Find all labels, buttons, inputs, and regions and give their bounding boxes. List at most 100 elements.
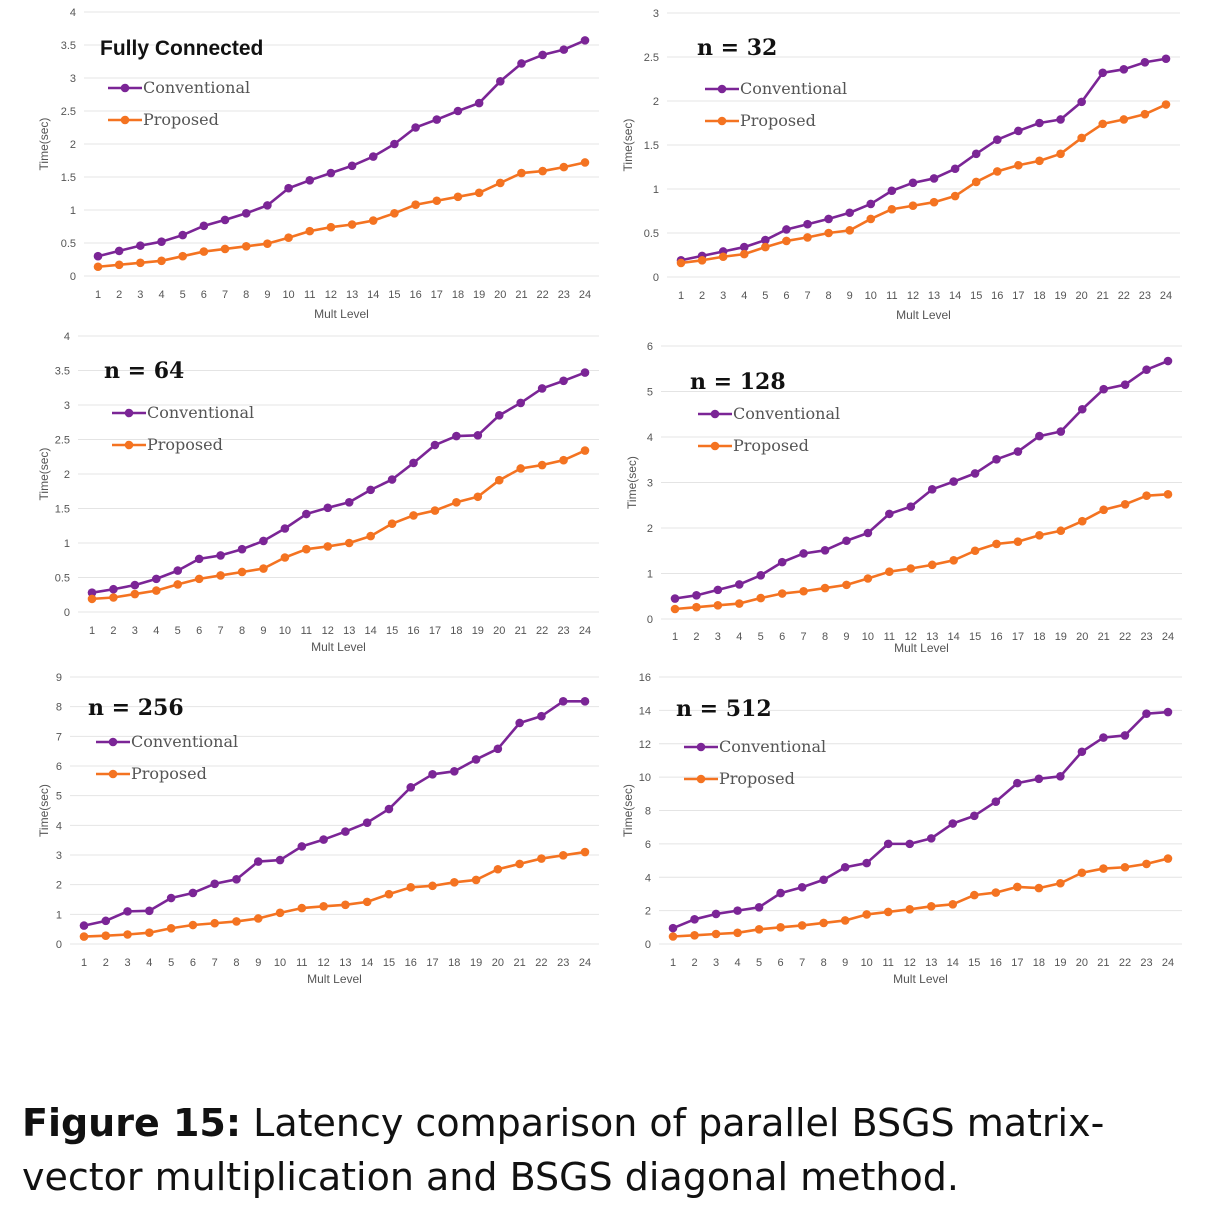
data-point <box>130 589 140 599</box>
y-tick-label: 1 <box>653 184 659 196</box>
data-point <box>537 711 546 721</box>
data-point <box>452 431 461 441</box>
data-point <box>558 850 568 860</box>
legend-label: Proposed <box>147 435 223 454</box>
x-tick-label: 2 <box>699 290 705 302</box>
data-point <box>516 464 525 473</box>
y-axis-title: Time(sec) <box>37 448 51 501</box>
data-point <box>1056 771 1065 781</box>
data-point <box>887 186 897 196</box>
x-tick-label: 15 <box>386 625 398 637</box>
data-point <box>1013 537 1023 546</box>
chart-title: Fully Connected <box>100 37 263 60</box>
data-point <box>428 881 437 891</box>
y-tick-label: 0.5 <box>61 238 76 250</box>
data-point <box>1140 57 1150 67</box>
data-point <box>862 910 871 919</box>
y-tick-label: 2.5 <box>644 52 659 64</box>
data-point <box>1013 778 1022 788</box>
y-tick-label: 1 <box>70 205 76 217</box>
legend-marker <box>710 441 720 451</box>
data-point <box>1142 491 1151 500</box>
data-point <box>474 98 484 108</box>
x-tick-label: 23 <box>1140 631 1152 643</box>
data-point <box>537 460 547 470</box>
y-tick-label: 4 <box>70 7 76 19</box>
data-point <box>1140 109 1150 119</box>
data-point <box>1077 868 1087 878</box>
data-point <box>863 574 873 583</box>
data-point <box>1161 100 1171 109</box>
data-point <box>559 45 569 54</box>
x-tick-label: 8 <box>826 290 832 302</box>
data-point <box>866 199 876 209</box>
data-point <box>496 77 505 86</box>
y-tick-label: 1.5 <box>55 504 70 516</box>
data-point <box>735 580 744 589</box>
x-tick-label: 17 <box>1011 957 1023 969</box>
data-point <box>366 485 375 495</box>
x-tick-label: 9 <box>264 289 270 301</box>
y-tick-label: 3 <box>64 400 70 412</box>
x-tick-label: 17 <box>1012 631 1024 643</box>
x-tick-label: 19 <box>472 625 484 637</box>
data-point <box>713 601 723 610</box>
x-tick-label: 3 <box>137 289 143 301</box>
data-point <box>453 192 463 202</box>
y-tick-label: 2.5 <box>61 106 76 118</box>
y-tick-label: 2 <box>70 139 76 151</box>
data-point <box>130 580 140 590</box>
data-point <box>1098 68 1108 78</box>
data-point <box>166 923 176 933</box>
data-point <box>326 168 336 178</box>
x-tick-label: 16 <box>990 957 1002 969</box>
data-point <box>970 546 980 556</box>
y-tick-label: 7 <box>56 731 62 743</box>
data-point <box>145 928 154 938</box>
x-tick-label: 21 <box>1098 631 1110 643</box>
x-tick-label: 13 <box>926 631 938 643</box>
x-tick-label: 7 <box>801 631 807 643</box>
data-point <box>473 431 483 440</box>
data-point <box>676 258 686 268</box>
data-point <box>259 564 268 573</box>
data-point <box>241 242 251 251</box>
data-point <box>819 918 828 928</box>
data-point <box>905 839 915 849</box>
data-point <box>123 907 132 916</box>
series-line <box>674 493 1169 611</box>
x-tick-label: 1 <box>670 957 676 969</box>
legend-marker <box>696 742 706 752</box>
y-tick-label: 3 <box>647 478 653 490</box>
x-tick-label: 11 <box>296 957 307 969</box>
data-point <box>515 859 524 869</box>
data-point <box>887 204 897 214</box>
data-point <box>450 767 459 776</box>
legend-marker <box>108 737 118 747</box>
data-point <box>323 542 333 551</box>
x-tick-label: 19 <box>1054 290 1066 302</box>
data-point <box>1119 65 1129 74</box>
x-tick-label: 21 <box>514 957 526 969</box>
y-tick-label: 3.5 <box>55 366 70 378</box>
x-tick-label: 7 <box>804 290 810 302</box>
x-tick-label: 23 <box>1139 290 1151 302</box>
legend-label: Proposed <box>733 436 809 455</box>
x-tick-label: 23 <box>1140 957 1152 969</box>
data-point <box>430 440 440 450</box>
data-point <box>232 917 241 926</box>
data-point <box>537 854 546 863</box>
x-tick-label: 9 <box>843 631 849 643</box>
data-point <box>559 376 568 386</box>
x-tick-label: 22 <box>537 289 549 301</box>
data-point <box>517 168 526 178</box>
data-point <box>1163 707 1173 717</box>
chart-title: n = 512 <box>676 696 772 722</box>
data-point <box>109 593 118 602</box>
x-tick-label: 1 <box>672 631 678 643</box>
data-point <box>971 149 981 159</box>
x-tick-label: 14 <box>365 625 377 637</box>
chart-title: n = 64 <box>104 358 184 384</box>
x-axis-title: Mult Level <box>894 641 949 655</box>
data-point <box>929 197 939 207</box>
